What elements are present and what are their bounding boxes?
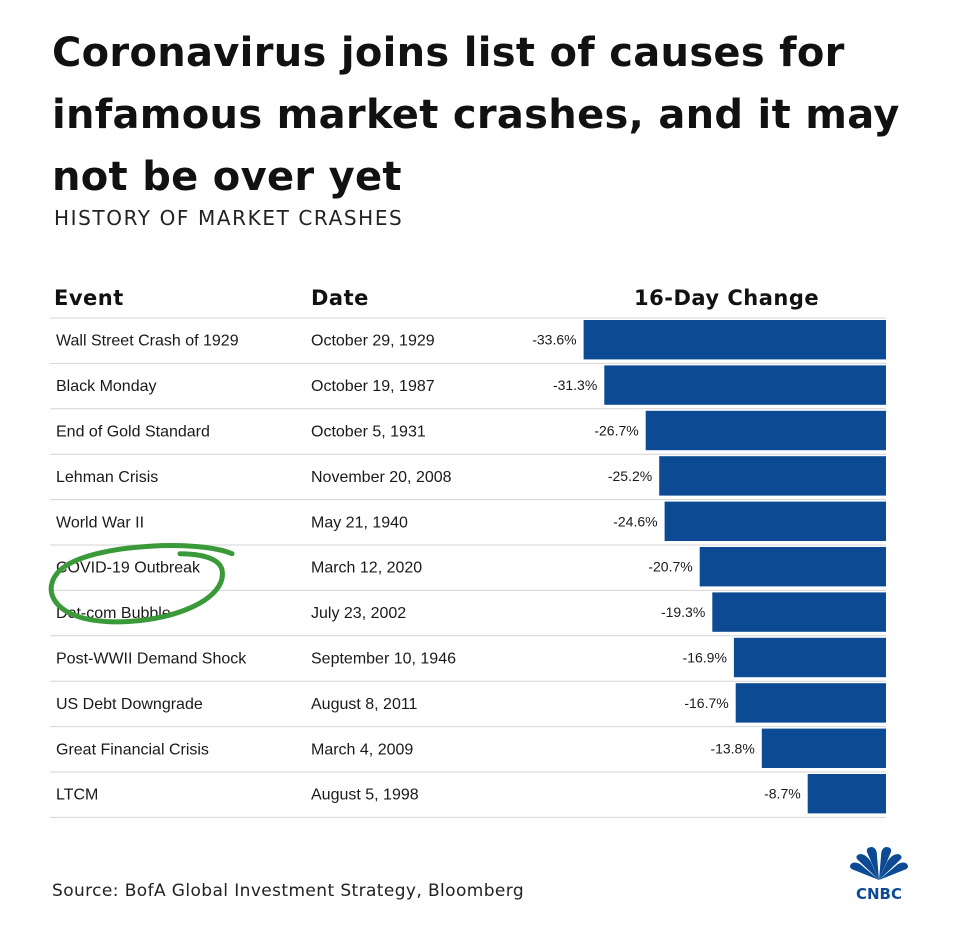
change-value-label: -31.3% [553, 377, 597, 393]
date-label: July 23, 2002 [311, 605, 406, 622]
event-label: US Debt Downgrade [56, 696, 203, 713]
change-bar [604, 365, 886, 405]
change-value-label: -20.7% [648, 559, 692, 575]
column-header-date: Date [311, 286, 369, 310]
change-bar [699, 547, 886, 587]
highlight-circle [48, 543, 235, 625]
change-value-label: -33.6% [532, 332, 576, 348]
headline: Coronavirus joins list of causes for inf… [52, 30, 900, 200]
event-label: LTCM [56, 787, 98, 804]
event-label: Wall Street Crash of 1929 [56, 333, 239, 350]
source-note: Source: BofA Global Investment Strategy,… [52, 881, 525, 901]
event-label: Great Financial Crisis [56, 741, 209, 758]
event-label: Post-WWII Demand Shock [56, 651, 247, 668]
date-label: August 5, 1998 [311, 787, 419, 804]
date-label: March 4, 2009 [311, 741, 413, 758]
change-bar [664, 501, 886, 541]
change-bar [645, 410, 886, 451]
date-label: August 8, 2011 [311, 696, 418, 713]
event-label: Black Monday [56, 378, 157, 395]
change-value-label: -26.7% [594, 423, 638, 439]
column-header-event: Event [54, 286, 124, 310]
change-value-label: -24.6% [613, 513, 657, 529]
date-label: October 5, 1931 [311, 424, 426, 441]
change-value-label: -8.7% [764, 786, 801, 802]
date-label: October 29, 1929 [311, 333, 435, 350]
change-bar [807, 774, 886, 814]
change-bar [733, 637, 886, 678]
date-label: May 21, 1940 [311, 514, 408, 531]
cnbc-logo-text: CNBC [856, 885, 902, 902]
change-bar [712, 592, 886, 632]
date-label: March 12, 2020 [311, 560, 422, 577]
change-value-label: -19.3% [661, 604, 705, 620]
change-value-label: -16.9% [683, 650, 727, 666]
change-bar [761, 728, 886, 768]
column-header-change: 16-Day Change [634, 286, 820, 310]
date-label: November 20, 2008 [311, 469, 452, 486]
change-bar [583, 320, 886, 360]
event-label: Lehman Crisis [56, 469, 158, 486]
event-label: COVID-19 Outbreak [56, 560, 201, 577]
event-label: End of Gold Standard [56, 424, 210, 441]
change-value-label: -16.7% [684, 695, 728, 711]
crash-table-chart: Wall Street Crash of 1929 October 29, 192… [48, 317, 886, 818]
change-value-label: -25.2% [608, 468, 652, 484]
change-bar [735, 683, 886, 723]
change-bar [659, 456, 886, 496]
cnbc-logo: CNBC [850, 847, 908, 902]
chart-title: HISTORY OF MARKET CRASHES [54, 206, 404, 230]
date-label: September 10, 1946 [311, 651, 456, 668]
change-value-label: -13.8% [710, 740, 754, 756]
date-label: October 19, 1987 [311, 378, 435, 395]
event-label: World War II [56, 514, 144, 531]
